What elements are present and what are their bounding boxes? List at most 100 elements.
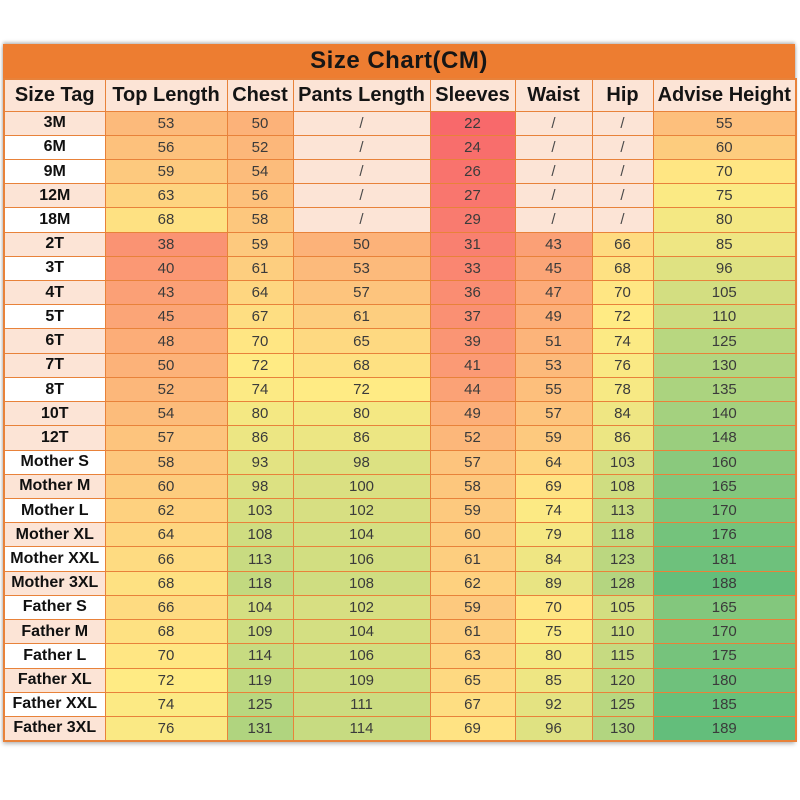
value-cell: 63 — [429, 643, 516, 669]
value-cell: / — [591, 134, 654, 160]
value-cell: 76 — [591, 352, 654, 378]
value-cell: 39 — [429, 328, 516, 354]
size-tag-cell: 4T — [3, 280, 106, 306]
value-cell: 106 — [292, 546, 431, 572]
value-cell: 165 — [652, 473, 797, 500]
size-tag-cell: Mother S — [3, 449, 106, 475]
value-cell: 53 — [514, 352, 593, 378]
value-cell: 64 — [104, 522, 228, 548]
size-tag-cell: 9M — [3, 158, 106, 185]
value-cell: 59 — [429, 594, 516, 621]
value-cell: 86 — [226, 425, 294, 451]
size-tag-cell: Mother L — [3, 497, 106, 524]
value-cell: 33 — [429, 255, 516, 282]
value-cell: 70 — [591, 280, 654, 306]
value-cell: 68 — [104, 570, 228, 596]
value-cell: 40 — [104, 255, 228, 282]
value-cell: 135 — [652, 376, 797, 403]
value-cell: / — [591, 207, 654, 233]
value-cell: 103 — [591, 449, 654, 475]
value-cell: 59 — [226, 231, 294, 257]
value-cell: 125 — [652, 328, 797, 354]
table-row: Father 3XL 76 131 114 69 96 130 189 — [3, 715, 797, 742]
size-tag-cell: Mother 3XL — [3, 570, 106, 596]
value-cell: 92 — [514, 691, 593, 717]
value-cell: 36 — [429, 280, 516, 306]
table-row: 12M 63 56/27//75 — [3, 183, 797, 209]
value-cell: 62 — [429, 570, 516, 596]
value-cell: 80 — [514, 643, 593, 669]
header-row: Size Tag Top Length Chest Pants Length Sleev… — [3, 78, 797, 112]
value-cell: 105 — [652, 280, 797, 306]
value-cell: 79 — [514, 522, 593, 548]
value-cell: / — [292, 110, 431, 136]
value-cell: 118 — [591, 522, 654, 548]
value-cell: / — [591, 110, 654, 136]
value-cell: 98 — [292, 449, 431, 475]
table-row: Mother 3XL 68 118 108 62 89 128 188 — [3, 570, 797, 596]
value-cell: 72 — [226, 352, 294, 378]
size-tag-cell: Mother XL — [3, 522, 106, 548]
value-cell: 80 — [292, 401, 431, 427]
value-cell: 185 — [652, 691, 797, 717]
table-row: Father S 66 104 102 59 70 105 165 — [3, 594, 797, 621]
value-cell: / — [292, 207, 431, 233]
value-cell: / — [514, 183, 593, 209]
table-row: 9M 59 54/26//70 — [3, 158, 797, 185]
value-cell: 52 — [429, 425, 516, 451]
size-tag-cell: Father 3XL — [3, 715, 106, 742]
value-cell: 108 — [292, 570, 431, 596]
value-cell: / — [292, 134, 431, 160]
value-cell: 68 — [104, 619, 228, 645]
value-cell: 80 — [226, 401, 294, 427]
value-cell: 55 — [514, 376, 593, 403]
value-cell: 68 — [591, 255, 654, 282]
value-cell: 113 — [226, 546, 294, 572]
header-cell: Size Tag — [3, 78, 106, 112]
value-cell: 53 — [104, 110, 228, 136]
value-cell: 148 — [652, 425, 797, 451]
value-cell: 60 — [652, 134, 797, 160]
value-cell: 125 — [591, 691, 654, 717]
header-cell: Advise Height — [652, 78, 797, 112]
value-cell: 66 — [104, 546, 228, 572]
value-cell: 63 — [104, 183, 228, 209]
table-row: 10T 54 80 80 49 57 84 140 — [3, 401, 797, 427]
value-cell: 26 — [429, 158, 516, 185]
value-cell: 61 — [292, 304, 431, 330]
value-cell: 74 — [591, 328, 654, 354]
value-cell: 31 — [429, 231, 516, 257]
value-cell: 109 — [292, 667, 431, 693]
value-cell: 72 — [104, 667, 228, 693]
value-cell: 53 — [292, 255, 431, 282]
size-tag-cell: Father M — [3, 619, 106, 645]
value-cell: / — [514, 158, 593, 185]
table-row: Father XXL 74 125 111 67 92 125 185 — [3, 691, 797, 717]
value-cell: 55 — [652, 110, 797, 136]
size-tag-cell: 8T — [3, 376, 106, 403]
value-cell: 52 — [104, 376, 228, 403]
value-cell: / — [514, 207, 593, 233]
value-cell: 45 — [514, 255, 593, 282]
value-cell: / — [514, 110, 593, 136]
value-cell: / — [514, 134, 593, 160]
size-chart-table: Size Tag Top Length Chest Pants Length Sleev… — [3, 78, 797, 742]
size-tag-cell: Father XL — [3, 667, 106, 693]
size-chart-title: Size Chart(CM) — [3, 44, 795, 78]
value-cell: 65 — [429, 667, 516, 693]
value-cell: 85 — [652, 231, 797, 257]
size-tag-cell: 18M — [3, 207, 106, 233]
value-cell: 119 — [226, 667, 294, 693]
value-cell: 104 — [292, 619, 431, 645]
value-cell: 65 — [292, 328, 431, 354]
value-cell: 69 — [429, 715, 516, 742]
value-cell: 78 — [591, 376, 654, 403]
size-tag-cell: 10T — [3, 401, 106, 427]
value-cell: 60 — [104, 473, 228, 500]
size-chart-table-container: Size Chart(CM) Size Tag Top Length Chest Pa… — [3, 44, 797, 742]
table-row: Father XL 72 119 109 65 85 120 180 — [3, 667, 797, 693]
value-cell: 85 — [514, 667, 593, 693]
size-tag-cell: Father S — [3, 594, 106, 621]
value-cell: 57 — [514, 401, 593, 427]
value-cell: 54 — [104, 401, 228, 427]
